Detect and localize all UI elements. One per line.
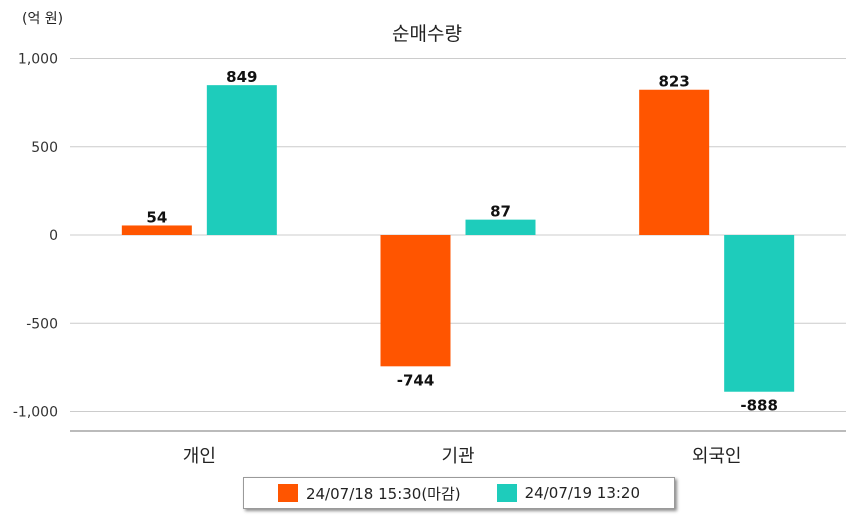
x-axis: 개인 기관 외국인 — [70, 430, 846, 467]
legend-item-series-2[interactable]: 24/07/19 13:20 — [496, 484, 641, 502]
y-tick-label: 500 — [31, 140, 58, 156]
legend-label-series-1: 24/07/18 15:30(마감) — [305, 484, 461, 503]
x-category-label: 개인 — [183, 446, 216, 467]
legend-swatch-series-2 — [496, 484, 517, 502]
bar-기관-series-2[interactable] — [465, 219, 536, 235]
bar-개인-series-2[interactable] — [206, 85, 277, 236]
y-tick-label: -1,000 — [13, 405, 58, 421]
bar-기관-series-1[interactable] — [380, 235, 451, 367]
y-tick-label: 0 — [49, 228, 58, 244]
legend-swatch-series-1 — [277, 484, 298, 502]
data-label: -744 — [397, 371, 435, 389]
bar-개인-series-1[interactable] — [121, 225, 192, 235]
data-label: 54 — [146, 208, 167, 226]
y-axis: 1,000 500 0 -500 -1,000 — [13, 52, 58, 421]
bar-외국인-series-2[interactable] — [724, 235, 795, 392]
data-labels: 54 849 -744 87 823 -888 — [146, 68, 778, 415]
y-tick-label: 1,000 — [18, 52, 58, 68]
legend-label-series-2: 24/07/19 13:20 — [524, 484, 641, 502]
legend-item-series-1[interactable]: 24/07/18 15:30(마감) — [277, 483, 461, 504]
data-label: 823 — [659, 73, 690, 91]
bar-외국인-series-1[interactable] — [639, 89, 710, 235]
unit-label: (억 원) — [22, 11, 64, 27]
data-label: 87 — [490, 203, 511, 221]
data-label: -888 — [740, 397, 778, 415]
data-label: 849 — [226, 68, 257, 86]
x-category-label: 기관 — [441, 446, 474, 467]
y-tick-label: -500 — [26, 316, 58, 332]
grid-lines — [70, 58, 846, 412]
x-category-label: 외국인 — [692, 446, 742, 467]
legend: 24/07/18 15:30(마감) 24/07/19 13:20 — [243, 477, 675, 509]
chart-title: 순매수량 — [392, 23, 462, 45]
bars — [121, 85, 795, 392]
